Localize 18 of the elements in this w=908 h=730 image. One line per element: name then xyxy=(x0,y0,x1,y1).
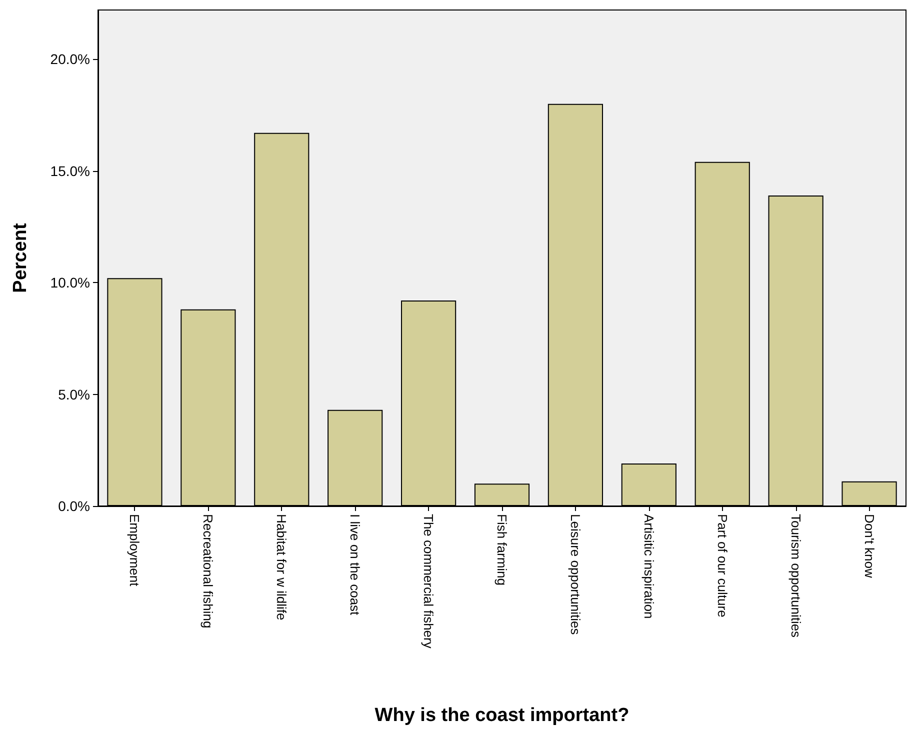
x-tick-label: Habitat for w ildlife xyxy=(274,514,290,620)
x-tick-label: Part of our culture xyxy=(714,514,730,618)
y-tick-label: 10.0% xyxy=(50,274,90,291)
x-tick-label: Employment xyxy=(127,514,142,587)
y-tick-label: 5.0% xyxy=(58,386,90,402)
x-tick-label: Recreational fishing xyxy=(200,514,216,628)
y-tick-label: 0.0% xyxy=(58,498,90,514)
y-tick-label: 15.0% xyxy=(50,162,90,179)
y-tick-label: 20.0% xyxy=(50,51,90,68)
x-tick-label: I live on the coast xyxy=(348,514,363,616)
x-tick-label: Don't know xyxy=(862,514,877,579)
x-tick-label: Fish farming xyxy=(494,514,510,586)
x-tick-label: Tourism opportunities xyxy=(788,514,804,638)
x-axis-title: Why is the coast important? xyxy=(374,705,630,726)
x-tick-label: The commercial fishery xyxy=(421,514,436,649)
x-tick-label: Leisure opportunities xyxy=(568,514,583,636)
y-axis-title: Percent xyxy=(10,222,31,293)
x-tick-label: Artisitic inspiration xyxy=(641,514,656,619)
